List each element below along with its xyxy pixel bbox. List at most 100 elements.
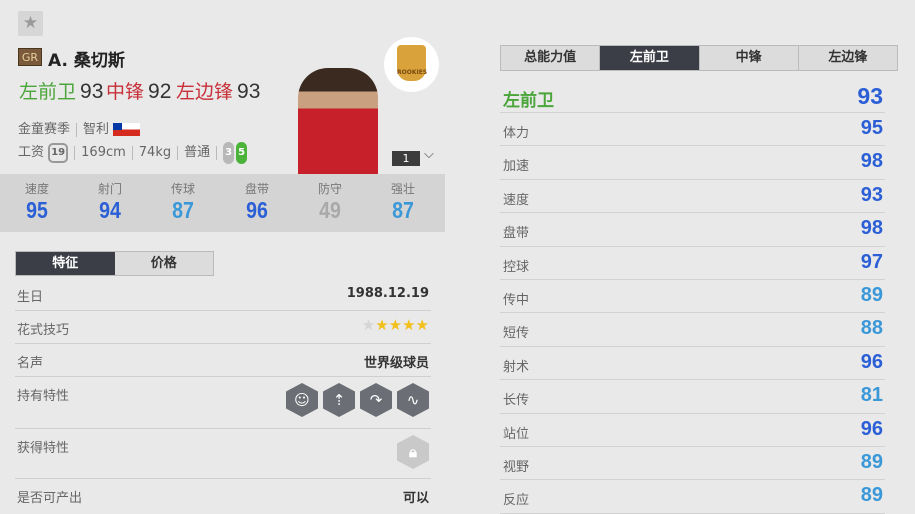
rookies-badge-icon: ROOKIES [397,45,427,81]
level-select[interactable]: 1 [392,151,420,166]
fame-row: 名声 世界级球员 [15,344,431,377]
stat-value: 95 [26,197,48,223]
season-badge: ROOKIES [384,37,439,92]
tab-traits[interactable]: 特征 [16,252,115,275]
star-icon: ★ [388,316,403,334]
lock-icon: 🔒︎ [397,435,429,469]
position-value: 93 [80,80,104,103]
stat-label: 速度 [24,182,49,196]
power-shot-icon[interactable]: ⇡ [323,383,355,417]
star-icon: ★ [402,316,416,334]
tab-overall[interactable]: 总能力值 [501,46,600,70]
stat-label: 传球 [170,182,195,196]
nation: 智利 [83,122,110,137]
attribute-label: 长传 [503,393,530,409]
tab-lw[interactable]: 左边锋 [797,46,897,70]
attribute-row: 短传 88 [500,313,885,347]
stat-defending: 防守 49 [300,180,360,224]
salary-badge: 19 [48,142,69,163]
produce-value: 可以 [402,491,429,506]
favorite-star-button[interactable]: ★ [18,11,43,36]
attribute-label: 短传 [503,326,530,342]
skill-label: 花式技巧 [17,323,70,338]
curl-shot-icon[interactable]: ↷ [360,383,392,417]
position-value: 92 [148,80,172,103]
season: 金童赛季 [18,122,71,137]
earned-traits-label: 获得特性 [17,441,70,456]
attribute-row: 传中 89 [500,280,885,314]
attribute-value: 98 [860,150,883,173]
attribute-label: 盘带 [503,226,530,242]
attribute-value: 96 [860,350,883,373]
star-icon: ★ [375,316,389,334]
fame-label: 名声 [17,356,44,371]
stat-value: 49 [319,197,341,223]
birthday-value: 1988.12.19 [346,286,429,301]
attribute-label: 射术 [503,359,530,375]
left-foot-icon: 3 [223,141,235,164]
attribute-value: 89 [860,484,883,507]
attribute-value: 88 [860,317,883,340]
physical-info: 工资 19 169cm 74kg 普通 3 5 [18,141,248,164]
stat-shooting: 射门 94 [80,180,140,224]
star-icon: ★ [415,316,429,334]
body-type: 普通 [184,145,211,160]
position-label: 中锋 [106,81,145,103]
attribute-value: 96 [860,417,883,440]
attribute-row: 控球 97 [500,247,885,280]
stat-pace: 速度 95 [7,180,67,224]
produce-label: 是否可产出 [17,491,83,506]
attribute-label: 传中 [503,293,530,308]
position-tabs: 总能力值 左前卫 中锋 左边锋 [500,45,898,71]
stat-label: 射门 [97,182,122,196]
tab-lm[interactable]: 左前卫 [599,46,699,70]
attribute-value: 89 [860,451,883,473]
produce-row: 是否可产出 可以 [15,479,431,512]
position-name: 左前卫 [503,91,554,111]
position-2: 中锋 92 [106,77,171,104]
player-image [298,68,378,174]
season-nation: 金童赛季 智利 [18,118,141,137]
stat-label: 强壮 [390,182,415,196]
dribble-icon[interactable]: ∿ [397,383,429,417]
birthday-row: 生日 1988.12.19 [15,278,431,311]
position-overall-row: 左前卫 93 [500,80,885,113]
position-3: 左边锋 93 [176,77,260,104]
stat-value: 87 [392,197,414,223]
head-icon[interactable]: ☺ [286,383,318,417]
stat-dribbling: 盘带 96 [227,180,287,224]
attribute-value: 95 [860,117,883,139]
skill-stars: ★★★★★ [362,316,429,334]
right-foot-icon: 5 [236,141,248,164]
attribute-row: 反应 89 [500,480,885,514]
skill-moves-row: 花式技巧 ★★★★★ [15,311,431,344]
earned-traits-row: 获得特性 🔒︎ [15,429,431,479]
tab-price[interactable]: 价格 [114,252,213,275]
main-stats-bar: 速度 95 射门 94 传球 87 盘带 96 防守 49 强壮 87 [0,174,445,232]
attribute-label: 加速 [503,159,530,175]
attribute-row: 速度 93 [500,180,885,214]
chile-flag-icon [113,123,141,136]
height: 169cm [81,145,126,160]
birthday-label: 生日 [17,290,44,305]
attribute-value: 81 [860,384,883,407]
attribute-row: 视野 89 [500,447,885,481]
attribute-value: 89 [860,284,883,306]
grade-badge: GR [18,48,42,66]
attribute-label: 速度 [503,192,530,208]
weight: 74kg [138,145,172,160]
tab-st[interactable]: 中锋 [698,46,798,70]
traits-label: 持有特性 [17,389,70,404]
stat-label: 防守 [317,182,342,196]
position-overall: 93 [857,83,883,109]
stat-value: 87 [172,197,194,223]
stat-passing: 传球 87 [153,180,213,224]
chevron-down-icon[interactable]: ⌵ [424,147,434,162]
position-label: 左前卫 [19,81,77,103]
traits-row: 持有特性 ☺ ⇡ ↷ ∿ [15,377,431,429]
attribute-label: 体力 [503,126,530,141]
stat-value: 94 [99,197,121,223]
salary-label: 工资 [18,145,45,160]
attribute-row: 射术 96 [500,347,885,381]
stat-physical: 强壮 87 [373,180,433,224]
